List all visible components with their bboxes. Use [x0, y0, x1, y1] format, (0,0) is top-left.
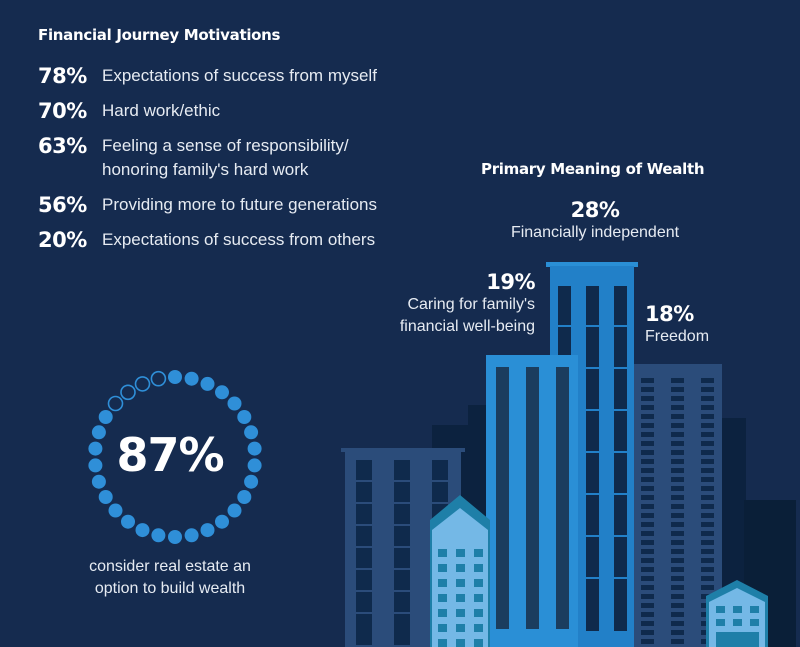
ring-dot [108, 503, 123, 518]
motivations-list: 78% Expectations of success from myself … [38, 64, 377, 263]
wealth-item-freedom: 18% Freedom [645, 302, 709, 348]
motivation-pct: 56% [38, 193, 87, 217]
motivation-label: Providing more to future generations [102, 195, 377, 214]
ring-dot [227, 396, 242, 411]
ring-dot [227, 503, 242, 518]
ring-dot [200, 523, 215, 538]
motivation-pct: 63% [38, 134, 87, 158]
wealth-item-family: 19% Caring for family's financial well-b… [370, 270, 536, 338]
motivation-label-line2: honoring family's hard work [102, 160, 309, 179]
ring-dot [98, 410, 113, 424]
ring-dot [168, 530, 182, 544]
ring-dot [215, 514, 229, 529]
ring-dot [120, 384, 136, 401]
motivation-item: 70% Hard work/ethic [38, 99, 377, 123]
real-estate-label-line1: consider real estate an [89, 558, 251, 575]
wealth-pct: 28% [570, 198, 620, 222]
wealth-label: Financially independent [510, 224, 680, 241]
dot-ring-chart [88, 370, 262, 544]
wealth-item-financial-independence: 28% Financially independent [480, 198, 710, 244]
ring-dot [151, 528, 166, 543]
ring-dot [88, 458, 103, 473]
ring-dot [91, 425, 106, 440]
wealth-pct: 18% [645, 302, 694, 326]
ring-dot [121, 514, 135, 529]
motivation-item: 63% Feeling a sense of responsibility/ h… [38, 134, 377, 182]
real-estate-pct: 87% [116, 428, 224, 482]
wealth-label-line2: financial well-being [399, 318, 535, 335]
motivation-item: 56% Providing more to future generations [38, 193, 377, 217]
ring-dot [184, 528, 199, 543]
ring-dot [91, 474, 106, 489]
ring-dot [107, 395, 124, 412]
ring-dot [237, 490, 252, 504]
real-estate-label: consider real estate an option to build … [60, 556, 280, 600]
ring-dot [134, 376, 151, 392]
wealth-label: Freedom [645, 328, 710, 345]
ring-dot [88, 441, 103, 456]
motivation-label: Expectations of success from others [102, 230, 376, 249]
ring-dot [247, 441, 262, 456]
motivations-title: Financial Journey Motivations [38, 26, 281, 44]
ring-dot [200, 376, 215, 391]
ring-dot [98, 490, 113, 504]
ring-dot [237, 410, 252, 424]
wealth-label: Caring for family's [407, 296, 535, 313]
ring-dot [215, 385, 229, 400]
motivation-label: Hard work/ethic [102, 101, 221, 120]
motivation-pct: 20% [38, 228, 87, 252]
motivation-item: 78% Expectations of success from myself [38, 64, 377, 88]
ring-dot [244, 425, 259, 440]
ring-dot [150, 370, 167, 387]
ring-dot [168, 370, 182, 384]
wealth-title: Primary Meaning of Wealth [481, 160, 705, 178]
motivation-label: Feeling a sense of responsibility/ [102, 136, 349, 155]
motivation-pct: 70% [38, 99, 87, 123]
ring-dot [184, 371, 199, 386]
motivation-label: Expectations of success from myself [102, 66, 377, 85]
ring-dot [135, 523, 150, 538]
motivation-pct: 78% [38, 64, 87, 88]
ring-dot [244, 474, 259, 489]
wealth-pct: 19% [486, 270, 535, 294]
ring-dot [247, 458, 262, 473]
real-estate-label-line2: option to build wealth [94, 580, 246, 597]
motivation-item: 20% Expectations of success from others [38, 228, 377, 252]
